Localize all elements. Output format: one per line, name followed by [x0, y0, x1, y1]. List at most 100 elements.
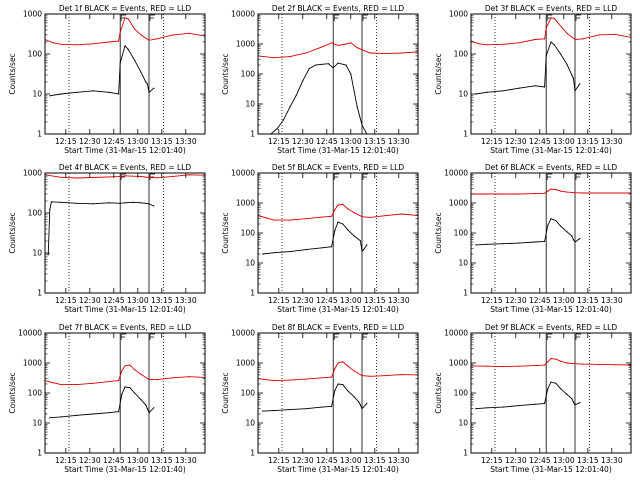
- data-point-lld: [544, 38, 546, 40]
- data-point-lld: [305, 218, 307, 220]
- data-point-lld: [353, 370, 355, 372]
- data-point-lld: [350, 42, 352, 44]
- data-point-lld: [574, 363, 576, 365]
- data-point-events: [560, 53, 562, 55]
- x-tick-label: 13:30: [388, 137, 410, 146]
- data-point-lld: [289, 56, 291, 58]
- data-point-lld: [337, 204, 339, 206]
- x-tick-label: 13:15: [577, 137, 599, 146]
- y-tick-label: 10000: [444, 329, 468, 338]
- data-point-lld: [334, 368, 336, 370]
- data-point-events: [550, 218, 552, 220]
- x-tick-label: 12:30: [292, 456, 314, 465]
- data-point-lld: [401, 374, 403, 376]
- data-point-events: [571, 398, 573, 400]
- data-point-lld: [550, 188, 552, 190]
- x-tick-label: 13:00: [127, 296, 149, 305]
- panel-2: 1 10 100 1000 10000 12:15 12:30 12:45 13:00 13:15…: [221, 4, 419, 155]
- data-point-lld: [534, 193, 536, 195]
- data-point-lld: [289, 219, 291, 221]
- x-tick-label: 12:30: [292, 137, 314, 146]
- panel-title: Det 1f BLACK = Events, RED = LLD: [59, 4, 192, 13]
- data-point-events: [353, 396, 355, 398]
- data-point-events: [305, 408, 307, 410]
- data-point-lld: [188, 32, 190, 34]
- data-point-lld: [108, 176, 110, 178]
- y-axis-label: Counts/sec: [434, 372, 443, 413]
- panel-3: 1 10 100 1000 12:15 12:30 12:45 13:00 13:15 13:30…: [434, 4, 632, 155]
- y-axis-label: Counts/sec: [8, 212, 17, 253]
- y-tick-label: 10: [245, 100, 255, 109]
- data-point-lld: [342, 203, 344, 205]
- data-point-lld: [108, 381, 110, 383]
- data-point-lld: [486, 44, 488, 46]
- x-tick-label: 13:30: [175, 456, 197, 465]
- data-point-lld: [148, 39, 150, 41]
- data-point-events: [108, 91, 110, 93]
- panel-title: Det 8f BLACK = Events, RED = LLD: [272, 323, 405, 332]
- data-point-events: [342, 384, 344, 386]
- data-point-events: [572, 401, 575, 403]
- marker-flag-icon: [120, 173, 127, 180]
- marker-flag-icon: [149, 14, 155, 21]
- x-tick-label: 13:30: [388, 296, 410, 305]
- data-point-events: [502, 90, 504, 92]
- x-tick-label: 13:00: [127, 137, 149, 146]
- y-tick-label: 1: [250, 449, 255, 458]
- data-point-lld: [172, 34, 174, 36]
- data-point-lld: [119, 175, 121, 177]
- data-point-events: [92, 413, 94, 415]
- data-point-events: [76, 414, 78, 416]
- data-point-events: [560, 225, 562, 227]
- x-tick-label: 12:30: [79, 456, 101, 465]
- y-tick-label: 1: [463, 130, 468, 139]
- data-point-lld: [555, 358, 557, 360]
- y-tick-label: 100: [454, 229, 469, 238]
- y-tick-label: 1000: [236, 359, 255, 368]
- data-point-lld: [566, 32, 568, 34]
- y-tick-label: 10: [458, 90, 468, 99]
- y-tick-label: 1000: [449, 199, 468, 208]
- data-point-lld: [582, 38, 584, 40]
- y-tick-label: 100: [454, 389, 469, 398]
- data-point-lld: [486, 365, 488, 367]
- data-point-lld: [331, 215, 333, 217]
- data-point-events: [148, 203, 150, 205]
- data-point-lld: [337, 44, 339, 47]
- data-point-events: [337, 383, 339, 385]
- data-point-events: [553, 44, 555, 46]
- data-point-lld: [92, 43, 94, 45]
- data-point-events: [118, 93, 120, 95]
- data-point-events: [334, 230, 336, 232]
- x-tick-label: 12:30: [505, 296, 527, 305]
- x-tick-label: 12:15: [55, 296, 77, 305]
- data-point-lld: [385, 53, 387, 55]
- y-tick-label: 1: [37, 289, 42, 298]
- x-tick-label: 13:00: [340, 296, 362, 305]
- x-tick-label: 12:45: [103, 137, 125, 146]
- data-point-lld: [518, 42, 520, 44]
- data-point-events: [356, 106, 358, 108]
- data-point-events: [544, 240, 546, 243]
- data-point-events: [518, 242, 520, 244]
- data-point-lld: [134, 369, 136, 371]
- data-point-lld: [478, 43, 480, 45]
- data-point-events: [544, 402, 546, 404]
- x-axis-label: Start Time (31-Mar-15 12:01:40): [64, 305, 186, 314]
- data-point-events: [305, 249, 307, 251]
- y-tick-label: 1: [37, 130, 42, 139]
- data-point-events: [140, 71, 142, 73]
- data-point-events: [345, 64, 347, 66]
- data-point-events: [121, 393, 123, 395]
- data-point-lld: [566, 362, 568, 364]
- data-point-lld: [273, 380, 275, 382]
- data-point-events: [545, 55, 547, 57]
- data-point-events: [134, 392, 136, 394]
- data-point-events: [47, 254, 49, 256]
- y-tick-label: 1: [463, 449, 468, 458]
- x-tick-label: 13:30: [388, 456, 410, 465]
- x-tick-label: 13:00: [553, 137, 575, 146]
- plot-frame: [44, 172, 206, 294]
- data-point-lld: [345, 43, 347, 45]
